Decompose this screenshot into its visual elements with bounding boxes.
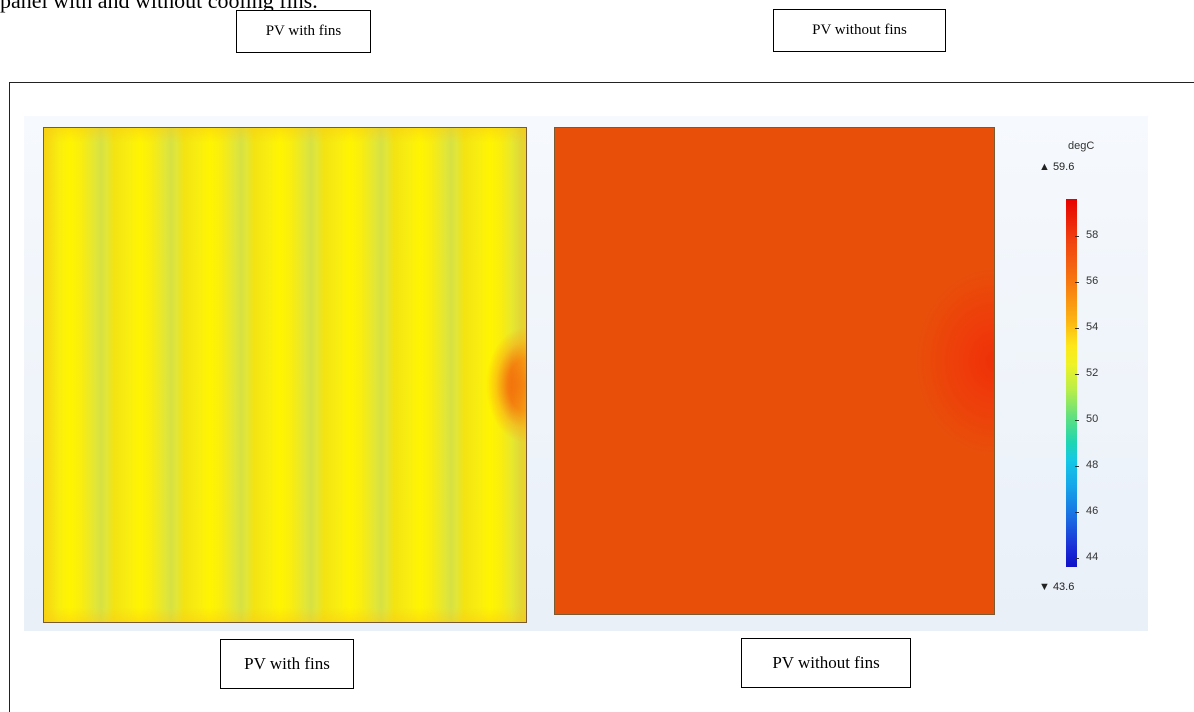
label-bottom-pv-with-fins-text: PV with fins (244, 654, 330, 673)
colorbar-tick-label: 56 (1086, 275, 1099, 287)
colorbar-tick-mark (1075, 236, 1079, 237)
colorbar-tick-mark (1075, 374, 1079, 375)
colorbar-tick-mark (1075, 282, 1079, 283)
colorbar-tick-label: 50 (1086, 413, 1099, 425)
colorbar-tick-label: 54 (1086, 321, 1099, 333)
colorbar-tick-label: 52 (1086, 367, 1099, 379)
legend-max-value: ▲ 59.6 (1039, 161, 1075, 173)
colorbar-tick-mark (1075, 466, 1079, 467)
colorbar-tick-label: 44 (1086, 551, 1099, 563)
label-top-pv-with-fins: PV with fins (236, 10, 371, 53)
legend-unit: degC (1068, 140, 1095, 152)
colorbar-tick-mark (1075, 328, 1079, 329)
label-bottom-pv-without-fins-text: PV without fins (772, 653, 880, 672)
temperature-colorbar (1066, 199, 1077, 567)
label-top-pv-with-fins-text: PV with fins (265, 23, 342, 39)
colorbar-tick-mark (1075, 512, 1079, 513)
colorbar-tick-label: 46 (1086, 505, 1099, 517)
colorbar-tick-label: 58 (1086, 229, 1099, 241)
pv-with-fins-temperature-map (43, 127, 527, 623)
label-bottom-pv-with-fins: PV with fins (220, 639, 354, 689)
legend-min-value: ▼ 43.6 (1039, 581, 1075, 593)
label-top-pv-without-fins-text: PV without fins (812, 22, 907, 38)
pv-without-fins-temperature-map (554, 127, 995, 615)
label-top-pv-without-fins: PV without fins (773, 9, 946, 52)
label-bottom-pv-without-fins: PV without fins (741, 638, 911, 688)
colorbar-tick-label: 48 (1086, 459, 1099, 471)
colorbar-tick-mark (1075, 420, 1079, 421)
figure-caption-fragment: panel with and without cooling fins. (0, 0, 318, 13)
colorbar-tick-mark (1075, 558, 1079, 559)
